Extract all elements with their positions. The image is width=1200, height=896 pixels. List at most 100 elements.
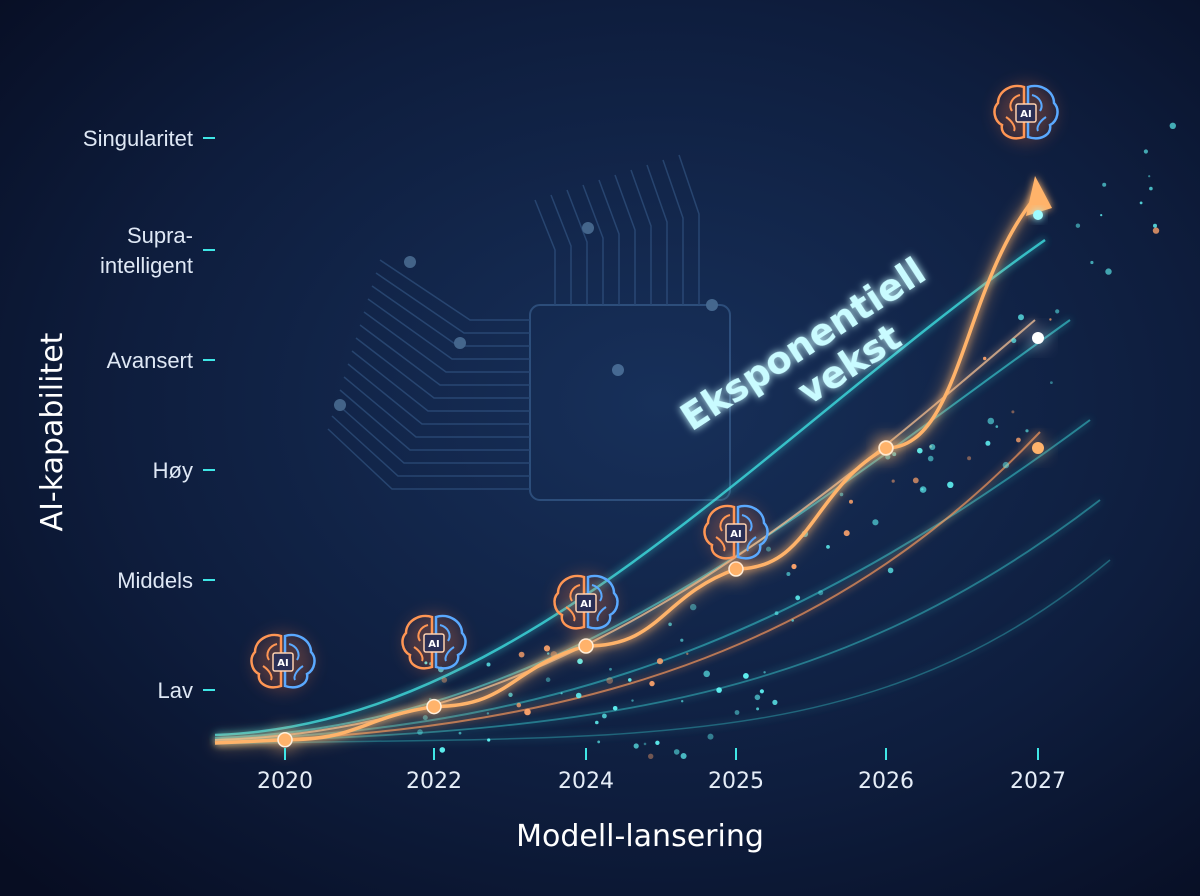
chip-label: AI [428, 639, 439, 650]
particle [508, 692, 513, 697]
particle [1050, 381, 1053, 384]
circuit-trace [550, 194, 572, 305]
brain-chip-icon: AI [703, 503, 769, 563]
x-tick-label: 2026 [858, 769, 914, 794]
particle [1143, 149, 1148, 154]
circuit-trace [343, 376, 530, 438]
particle [577, 658, 583, 665]
brain-chip-icon: AI [401, 613, 467, 673]
bundle-curve [214, 559, 1111, 745]
brain-chip-icon: AI [250, 632, 316, 692]
particle [1011, 410, 1015, 414]
particle [995, 425, 999, 428]
circuit-trace [363, 311, 530, 373]
particle [1102, 182, 1107, 187]
particle [1100, 214, 1103, 217]
particle [597, 740, 601, 744]
circuit-trace [678, 154, 700, 305]
brain-fold [1005, 94, 1021, 132]
circuit-trace [367, 298, 530, 360]
brain-fold [262, 643, 278, 681]
particle [1090, 260, 1094, 265]
x-tick-label: 2027 [1010, 769, 1066, 794]
circuit-node [612, 364, 624, 376]
chip [1015, 103, 1037, 123]
y-tick-label-line: Lav [158, 678, 193, 703]
particle [786, 572, 791, 576]
data-point [728, 561, 744, 577]
particle [983, 356, 987, 361]
particle [417, 729, 423, 735]
secondary-point [1033, 210, 1043, 220]
particle [609, 667, 612, 671]
series-arrowhead [1026, 176, 1052, 216]
particle [967, 456, 972, 461]
particle [631, 699, 634, 702]
data-point [426, 698, 442, 715]
x-tick-label: 2024 [558, 769, 614, 794]
circuit-trace [339, 389, 530, 451]
circuit-trace [582, 184, 604, 305]
particle [1153, 223, 1157, 228]
circuit-node [404, 256, 416, 268]
particle [486, 662, 491, 667]
particle [606, 677, 613, 684]
chip-label: AI [580, 599, 591, 610]
particle [575, 692, 582, 699]
particle [518, 651, 525, 658]
particle [1011, 338, 1017, 344]
circuit-trace [375, 272, 530, 334]
brain-fold [288, 643, 304, 681]
x-axis-title: Modell-lansering [516, 819, 764, 854]
particle [1169, 122, 1177, 129]
particle [703, 670, 710, 678]
y-tick-label-line: Singularitet [83, 126, 193, 151]
circuit-trace [614, 174, 636, 305]
y-tick-label-line: Avansert [107, 348, 193, 373]
brain-right [736, 504, 769, 560]
particle [545, 677, 551, 682]
brain-fold [591, 584, 607, 622]
brain-fold [741, 514, 757, 552]
circuit-trace [355, 337, 530, 399]
brain-right [283, 633, 316, 689]
series-layer [214, 176, 1052, 749]
chip-outline [529, 304, 731, 501]
particle [843, 530, 850, 537]
particle [1139, 201, 1143, 205]
y-tick-label-line: Høy [153, 458, 193, 483]
circuit-trace [335, 402, 530, 464]
brain-fold [413, 624, 429, 662]
circuit-trace [327, 428, 530, 490]
particle [681, 700, 684, 703]
particle [774, 611, 779, 616]
circuit-trace [347, 363, 530, 425]
circuit-trace [534, 199, 556, 305]
data-point [277, 731, 293, 748]
secondary-point [880, 442, 892, 454]
particle [595, 720, 599, 725]
particle [547, 652, 550, 655]
particle [754, 694, 761, 701]
particle [891, 479, 895, 483]
vertical-guides [585, 194, 1039, 748]
particle [643, 742, 647, 746]
particle [917, 447, 923, 454]
bundle-curve [214, 499, 1101, 743]
data-point [578, 638, 594, 654]
particle [656, 658, 664, 665]
y-tick-label-line: Middels [117, 568, 193, 593]
particle [759, 689, 765, 694]
particle [686, 652, 689, 655]
brain-right [1026, 84, 1059, 140]
y-tick-label: Middels [117, 568, 193, 593]
particle [487, 738, 491, 742]
particle [766, 546, 771, 552]
particle [458, 731, 462, 735]
particle [524, 708, 531, 716]
circuit-trace [331, 415, 530, 477]
particle [921, 488, 924, 491]
particle [648, 753, 654, 759]
circuit-trace [598, 179, 620, 305]
data-points [272, 210, 1048, 753]
